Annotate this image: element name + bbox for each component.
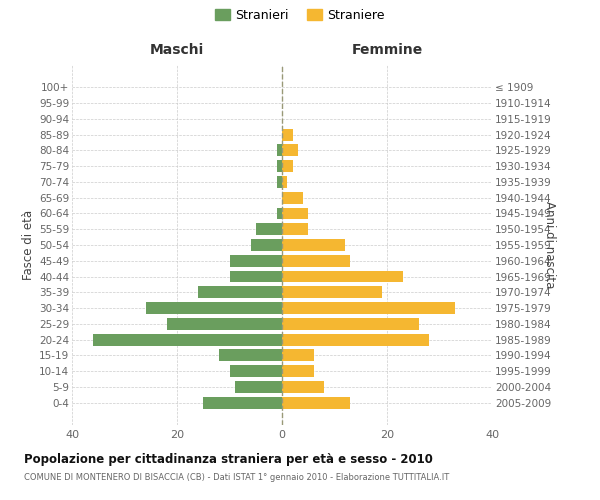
Bar [277, 160, 282, 172]
Bar [282, 318, 419, 330]
Bar [256, 224, 282, 235]
Bar [229, 255, 282, 266]
Bar [282, 302, 455, 314]
Bar [282, 144, 298, 156]
Bar [277, 208, 282, 220]
Y-axis label: Anni di nascita: Anni di nascita [542, 202, 556, 288]
Bar [251, 239, 282, 251]
Bar [282, 270, 403, 282]
Bar [235, 381, 282, 393]
Legend: Stranieri, Straniere: Stranieri, Straniere [212, 6, 388, 24]
Bar [282, 160, 293, 172]
Y-axis label: Fasce di età: Fasce di età [22, 210, 35, 280]
Bar [219, 350, 282, 362]
Bar [198, 286, 282, 298]
Bar [167, 318, 282, 330]
Bar [282, 286, 382, 298]
Bar [282, 224, 308, 235]
Text: Popolazione per cittadinanza straniera per età e sesso - 2010: Popolazione per cittadinanza straniera p… [24, 452, 433, 466]
Bar [277, 176, 282, 188]
Bar [282, 334, 429, 345]
Bar [282, 208, 308, 220]
Bar [282, 397, 350, 408]
Bar [93, 334, 282, 345]
Bar [277, 144, 282, 156]
Bar [229, 270, 282, 282]
Bar [229, 366, 282, 377]
Text: Maschi: Maschi [150, 44, 204, 58]
Bar [282, 128, 293, 140]
Bar [282, 239, 345, 251]
Bar [282, 350, 314, 362]
Bar [146, 302, 282, 314]
Bar [282, 366, 314, 377]
Bar [203, 397, 282, 408]
Text: COMUNE DI MONTENERO DI BISACCIA (CB) - Dati ISTAT 1° gennaio 2010 - Elaborazione: COMUNE DI MONTENERO DI BISACCIA (CB) - D… [24, 472, 449, 482]
Bar [282, 381, 324, 393]
Bar [282, 255, 350, 266]
Text: Femmine: Femmine [352, 44, 422, 58]
Bar [282, 192, 303, 203]
Bar [282, 176, 287, 188]
